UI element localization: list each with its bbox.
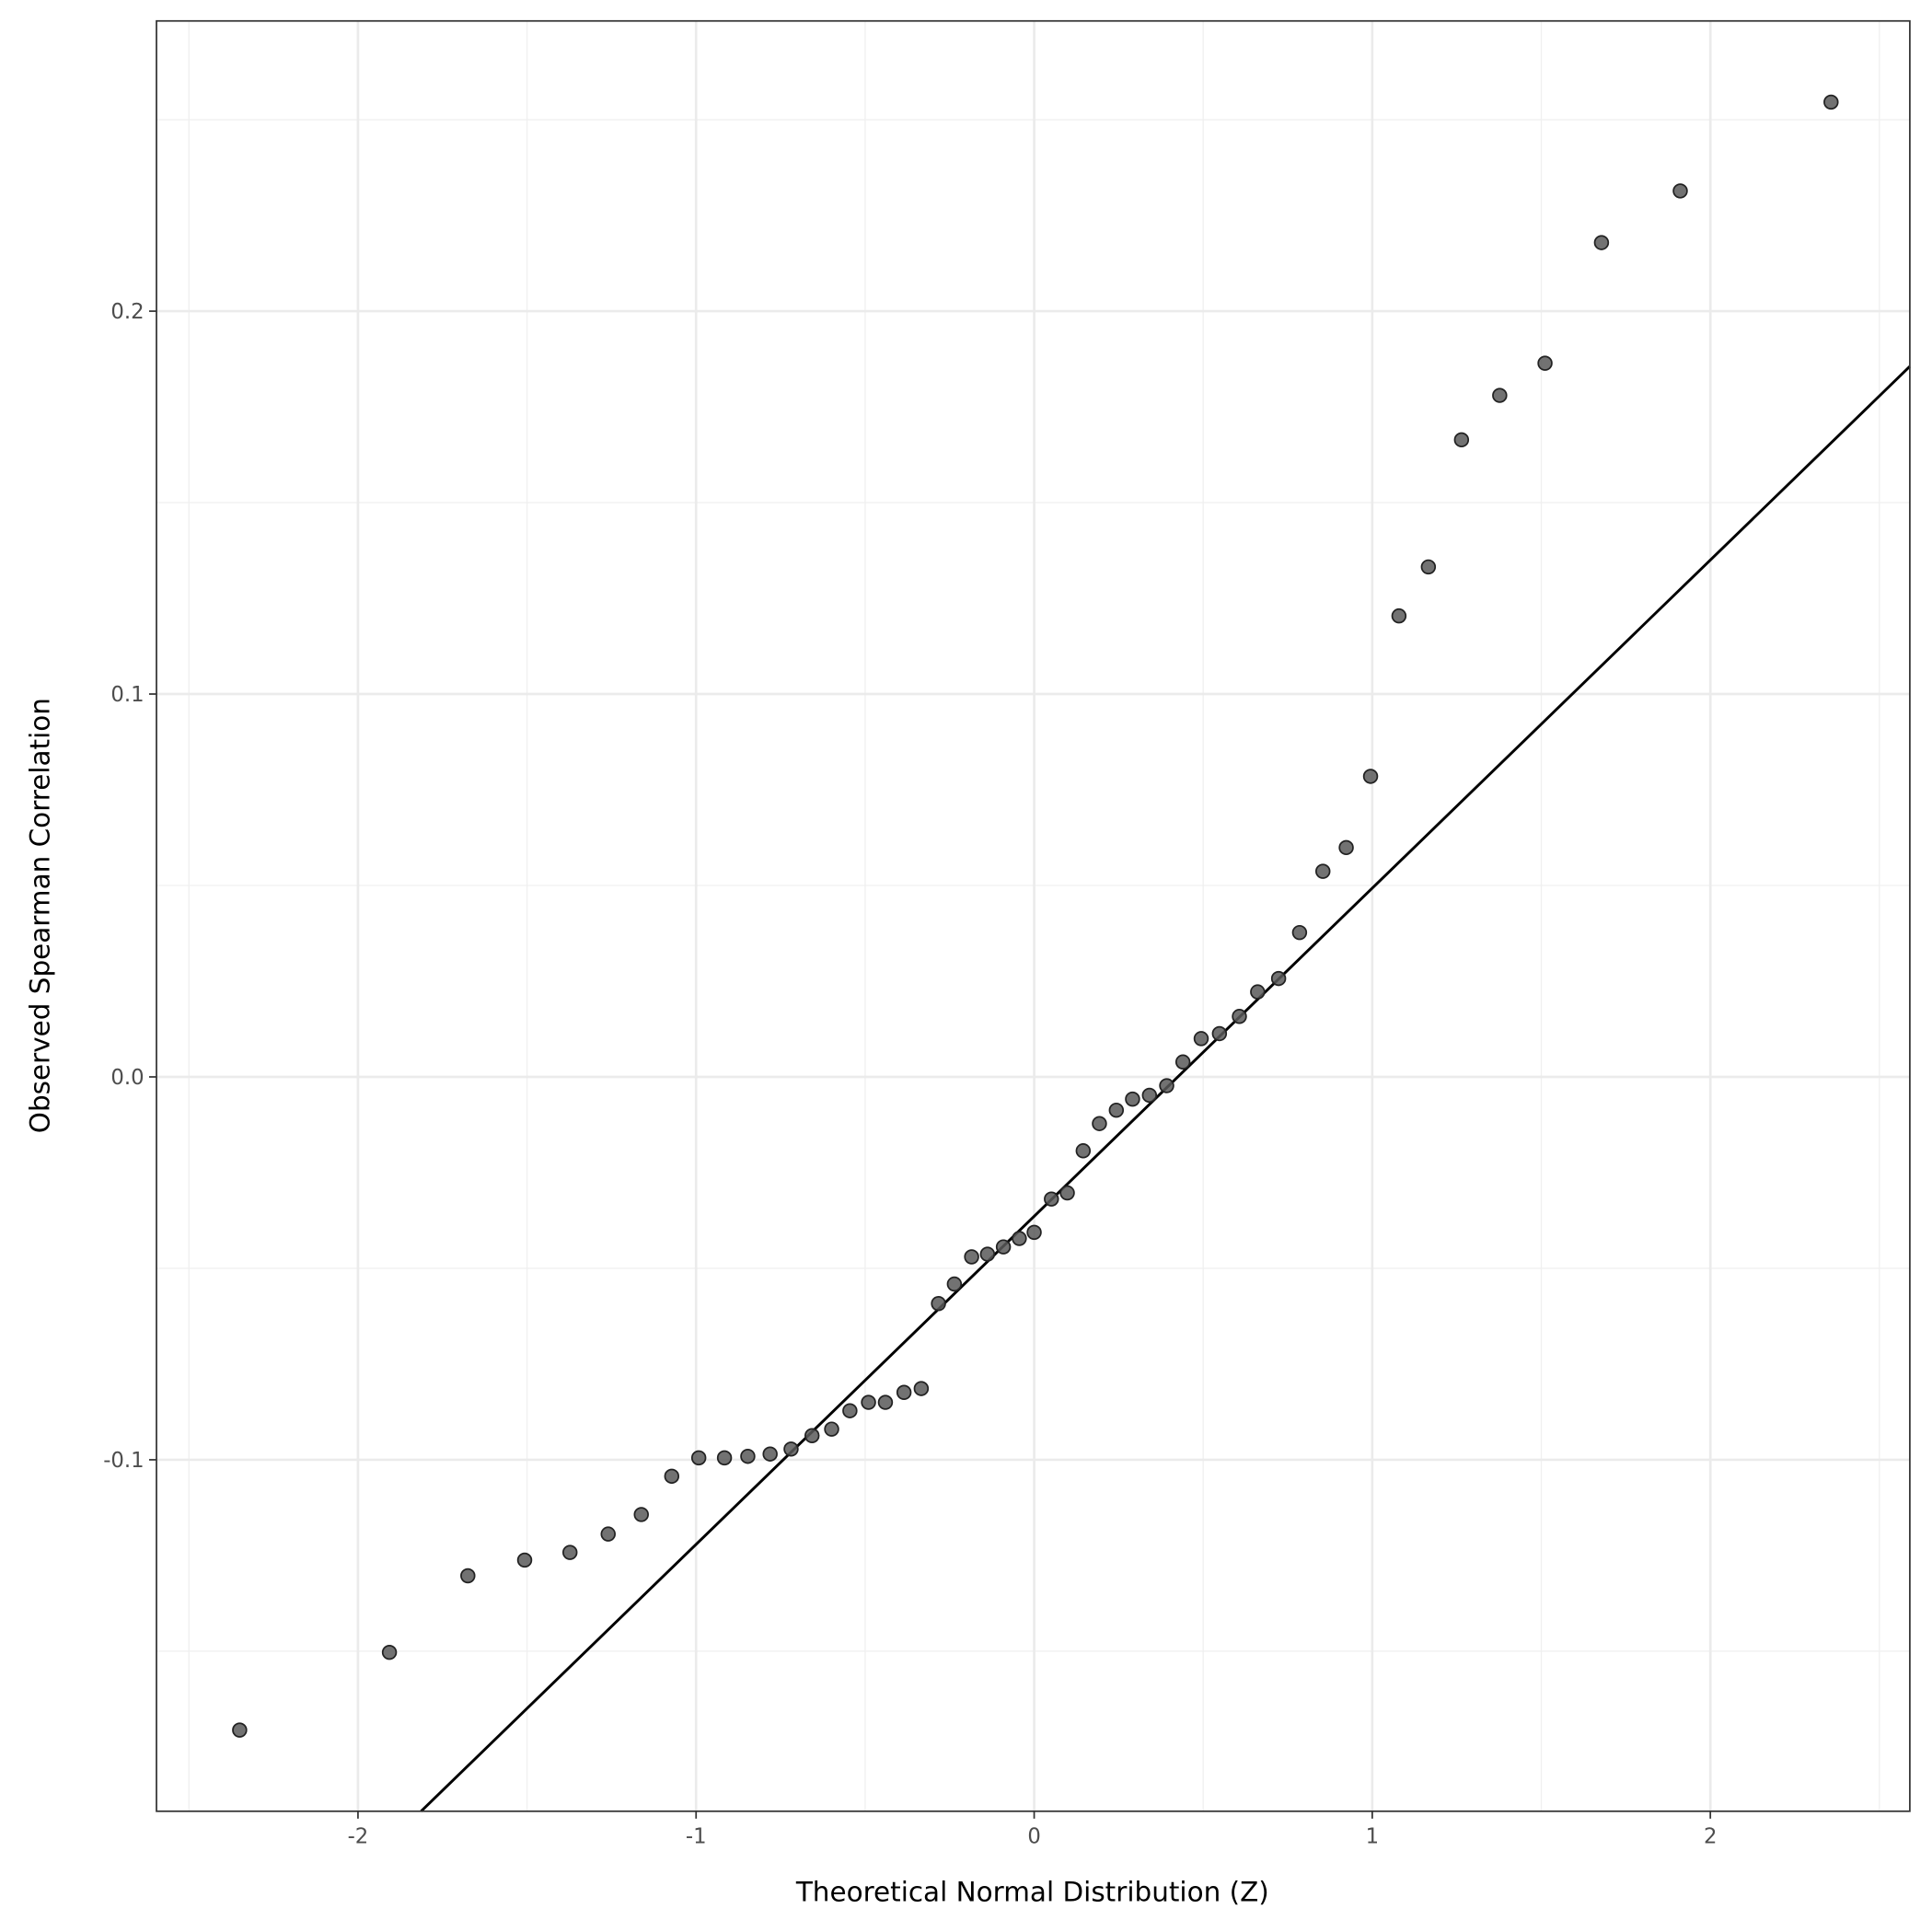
data-point: [600, 1526, 616, 1542]
x-tick-label: 2: [1704, 1825, 1717, 1849]
data-point: [1075, 1143, 1092, 1159]
x-tick-label: -2: [348, 1825, 369, 1849]
data-point: [562, 1544, 578, 1560]
data-point: [1012, 1231, 1027, 1246]
data-point: [824, 1421, 839, 1437]
data-point: [762, 1446, 778, 1462]
data-point: [1141, 1087, 1158, 1104]
data-point: [516, 1552, 533, 1568]
points: [232, 94, 1839, 1738]
data-point: [896, 1384, 912, 1400]
data-point: [1092, 1116, 1107, 1131]
data-point: [1250, 984, 1266, 1000]
data-point: [1420, 559, 1437, 575]
data-point: [1315, 863, 1331, 879]
data-point: [1159, 1078, 1174, 1093]
data-point: [1362, 769, 1379, 784]
data-point: [979, 1246, 996, 1262]
data-point: [1044, 1191, 1059, 1207]
y-axis-label: Observed Spearman Correlation: [25, 698, 56, 1133]
x-tick-label: -1: [686, 1825, 707, 1849]
data-point: [1193, 1031, 1209, 1047]
axis-ticks: -2 -1 0 1 2 -0.1 0.0 0.1 0.2: [103, 300, 1717, 1849]
data-point: [460, 1568, 476, 1584]
data-point: [633, 1507, 649, 1522]
data-point: [1125, 1091, 1140, 1107]
x-tick-label: 0: [1027, 1825, 1040, 1849]
y-tick-label: 0.2: [110, 300, 144, 324]
data-point: [1232, 1009, 1247, 1024]
data-point: [913, 1381, 930, 1396]
data-point: [1823, 94, 1839, 110]
data-point: [877, 1394, 894, 1410]
y-tick-label: -0.1: [103, 1449, 144, 1473]
y-tick-label: 0.1: [110, 683, 144, 707]
data-point: [804, 1428, 820, 1443]
data-point: [1391, 607, 1407, 624]
data-point: [1338, 839, 1354, 856]
data-point: [964, 1249, 979, 1265]
data-point: [1108, 1102, 1125, 1118]
panel-border: [156, 19, 1911, 1812]
data-point: [1270, 970, 1287, 987]
data-point: [1453, 432, 1470, 448]
data-point: [232, 1722, 248, 1738]
data-point: [716, 1450, 733, 1466]
x-axis-label: Theoretical Normal Distribution (Z): [795, 1877, 1269, 1908]
data-point: [1291, 924, 1308, 941]
data-point: [690, 1450, 707, 1466]
y-tick-label: 0.0: [110, 1066, 144, 1090]
data-point: [1492, 388, 1508, 403]
data-point: [1593, 235, 1610, 250]
x-tick-label: 1: [1366, 1825, 1379, 1849]
data-point: [1211, 1025, 1228, 1042]
data-point: [1537, 355, 1553, 371]
data-point: [861, 1394, 876, 1410]
data-point: [1672, 183, 1688, 199]
data-point: [783, 1441, 799, 1457]
data-point: [740, 1448, 756, 1464]
data-point: [381, 1644, 398, 1660]
data-point: [931, 1296, 946, 1312]
data-point: [842, 1403, 858, 1418]
data-point: [1174, 1054, 1191, 1070]
grid: [156, 20, 1910, 1811]
data-point: [946, 1276, 963, 1292]
data-point: [664, 1468, 680, 1485]
data-point: [1059, 1185, 1075, 1201]
data-point: [1026, 1224, 1042, 1241]
data-point: [995, 1239, 1012, 1255]
